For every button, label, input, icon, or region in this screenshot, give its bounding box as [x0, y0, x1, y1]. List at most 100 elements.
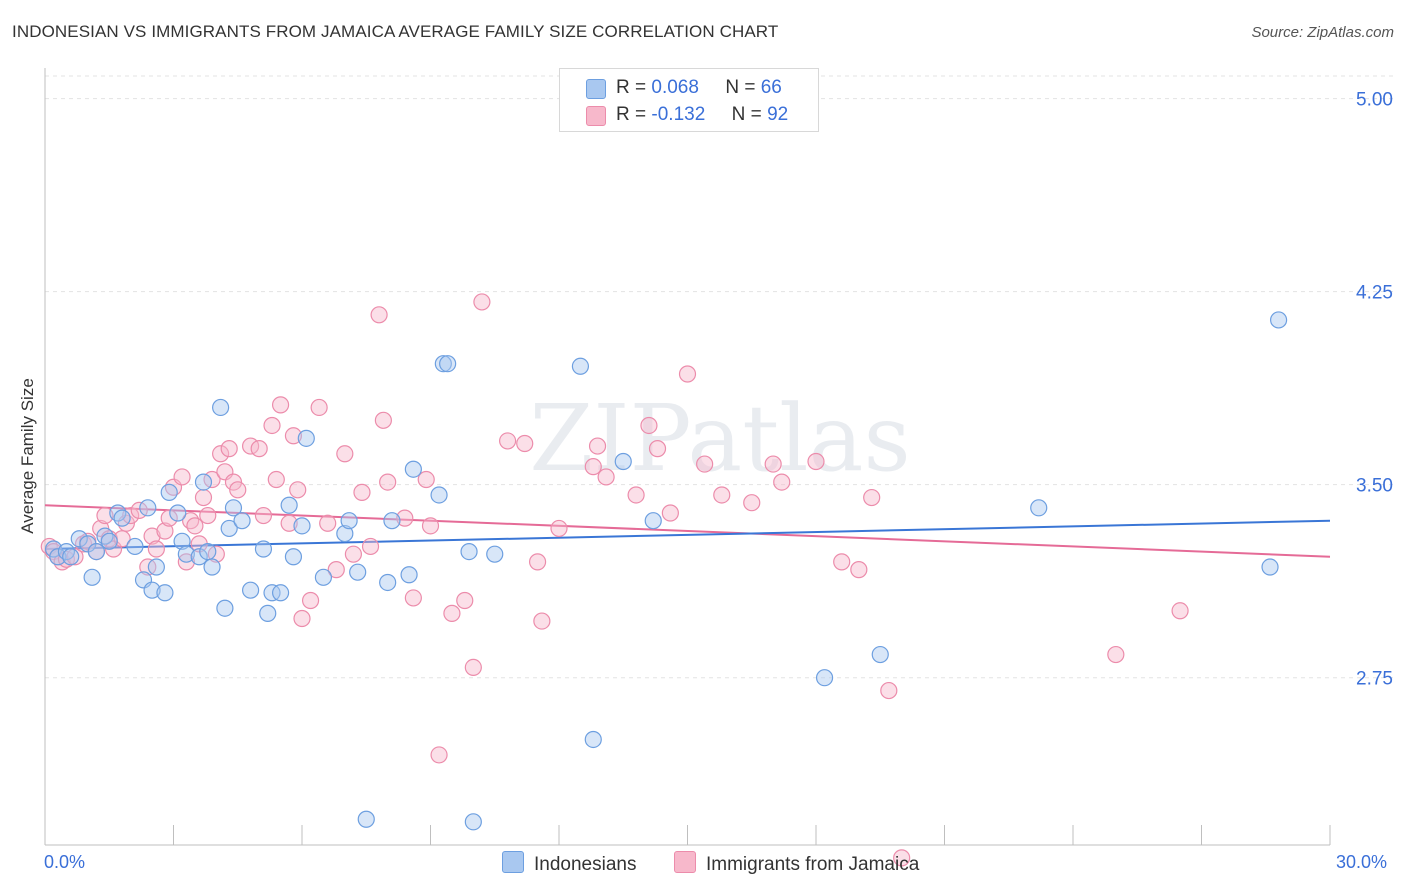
legend-r-label: R =	[616, 104, 647, 125]
data-point-indonesians	[169, 504, 187, 522]
data-point-indonesians	[383, 512, 401, 530]
legend-n-value: 92	[767, 104, 789, 125]
data-point-indonesians	[143, 581, 161, 599]
data-point-jamaica	[456, 591, 474, 610]
trend-lines	[44, 504, 1331, 558]
data-point-jamaica	[1107, 645, 1125, 664]
data-point-jamaica	[550, 519, 568, 538]
data-point-jamaica	[533, 612, 551, 630]
data-point-jamaica	[147, 540, 165, 558]
data-point-jamaica	[229, 481, 247, 499]
data-point-jamaica	[271, 396, 290, 414]
data-point-jamaica	[430, 746, 448, 764]
data-point-jamaica	[156, 522, 174, 540]
data-point-jamaica	[353, 483, 371, 501]
data-point-indonesians	[340, 512, 358, 530]
data-point-jamaica	[421, 517, 440, 535]
data-point-jamaica	[280, 514, 298, 532]
data-point-jamaica	[310, 398, 328, 417]
legend-swatch-blue	[586, 79, 606, 99]
series-jamaica-points	[40, 293, 1189, 867]
trend-line-jamaica	[44, 504, 1331, 558]
data-point-indonesians	[212, 398, 230, 417]
data-point-indonesians	[87, 542, 106, 561]
legend-r-label: R =	[616, 77, 647, 98]
data-point-jamaica	[584, 458, 602, 476]
data-point-jamaica	[220, 440, 238, 458]
data-point-indonesians	[83, 568, 101, 586]
legend-n-label: N =	[731, 104, 762, 125]
data-point-jamaica	[186, 517, 204, 535]
data-point-jamaica	[528, 553, 547, 571]
data-point-jamaica	[893, 849, 911, 867]
data-point-jamaica	[336, 445, 354, 463]
data-point-jamaica	[66, 548, 84, 566]
chart-title: INDONESIAN VS IMMIGRANTS FROM JAMAICA AV…	[12, 22, 779, 41]
data-point-indonesians	[190, 548, 208, 566]
data-point-jamaica	[212, 445, 230, 463]
data-point-indonesians	[254, 540, 273, 558]
data-point-jamaica	[850, 561, 868, 579]
data-point-jamaica	[773, 473, 791, 491]
data-point-jamaica	[880, 681, 898, 700]
data-point-jamaica	[499, 432, 517, 450]
data-point-indonesians	[434, 355, 452, 373]
data-point-indonesians	[139, 499, 157, 517]
data-point-indonesians	[284, 548, 303, 566]
data-point-jamaica	[370, 306, 388, 324]
data-point-jamaica	[713, 486, 731, 504]
data-point-jamaica	[254, 506, 273, 525]
y-tick-label: 5.00	[1356, 90, 1393, 111]
data-point-jamaica	[588, 437, 607, 455]
bottom-legend-indonesians: Indonesians	[502, 851, 636, 876]
data-point-jamaica	[327, 561, 345, 579]
data-point-indonesians	[314, 568, 333, 586]
data-point-jamaica	[289, 481, 307, 499]
data-point-jamaica	[863, 488, 881, 507]
data-point-indonesians	[336, 524, 354, 543]
data-point-indonesians	[644, 512, 662, 530]
data-point-indonesians	[460, 542, 478, 561]
data-point-indonesians	[49, 548, 67, 566]
data-point-indonesians	[486, 545, 504, 563]
data-point-jamaica	[764, 455, 782, 473]
legend-swatch-blue	[502, 851, 524, 873]
data-point-indonesians	[100, 532, 118, 550]
data-point-indonesians	[233, 512, 251, 530]
data-point-jamaica	[661, 504, 679, 522]
data-point-jamaica	[807, 452, 825, 471]
data-point-jamaica	[199, 506, 217, 525]
data-point-jamaica	[379, 473, 397, 491]
data-point-jamaica	[516, 434, 534, 453]
data-point-jamaica	[678, 365, 697, 383]
data-point-jamaica	[404, 589, 422, 607]
axes	[44, 68, 1331, 846]
correlation-legend: R = 0.068 N = 66 R = -0.132 N = 92	[559, 68, 819, 132]
data-point-jamaica	[443, 604, 461, 622]
data-point-indonesians	[113, 509, 131, 527]
data-point-indonesians	[199, 542, 217, 561]
data-point-indonesians	[62, 548, 80, 566]
legend-r-value: 0.068	[651, 77, 699, 98]
data-point-jamaica	[143, 527, 161, 545]
data-point-indonesians	[126, 537, 144, 556]
legend-n-label: N =	[725, 77, 756, 98]
data-point-indonesians	[224, 499, 243, 517]
legend-n-value: 66	[760, 77, 782, 98]
series-indonesians-points	[44, 311, 1288, 831]
y-tick-labels: 2.75 3.50 4.25 5.00	[1356, 90, 1393, 690]
data-point-indonesians	[293, 517, 311, 535]
data-point-indonesians	[871, 645, 889, 664]
legend-r-value: -0.132	[651, 104, 706, 125]
data-point-indonesians	[220, 519, 238, 538]
data-point-indonesians	[259, 604, 277, 622]
data-point-indonesians	[439, 355, 457, 373]
data-point-jamaica	[1171, 602, 1189, 620]
data-point-indonesians	[216, 599, 234, 617]
data-point-indonesians	[815, 669, 834, 687]
data-point-indonesians	[297, 429, 315, 447]
data-point-indonesians	[614, 452, 632, 471]
x-tick-label-max: 30.0%	[1336, 852, 1388, 872]
data-point-jamaica	[293, 609, 311, 628]
